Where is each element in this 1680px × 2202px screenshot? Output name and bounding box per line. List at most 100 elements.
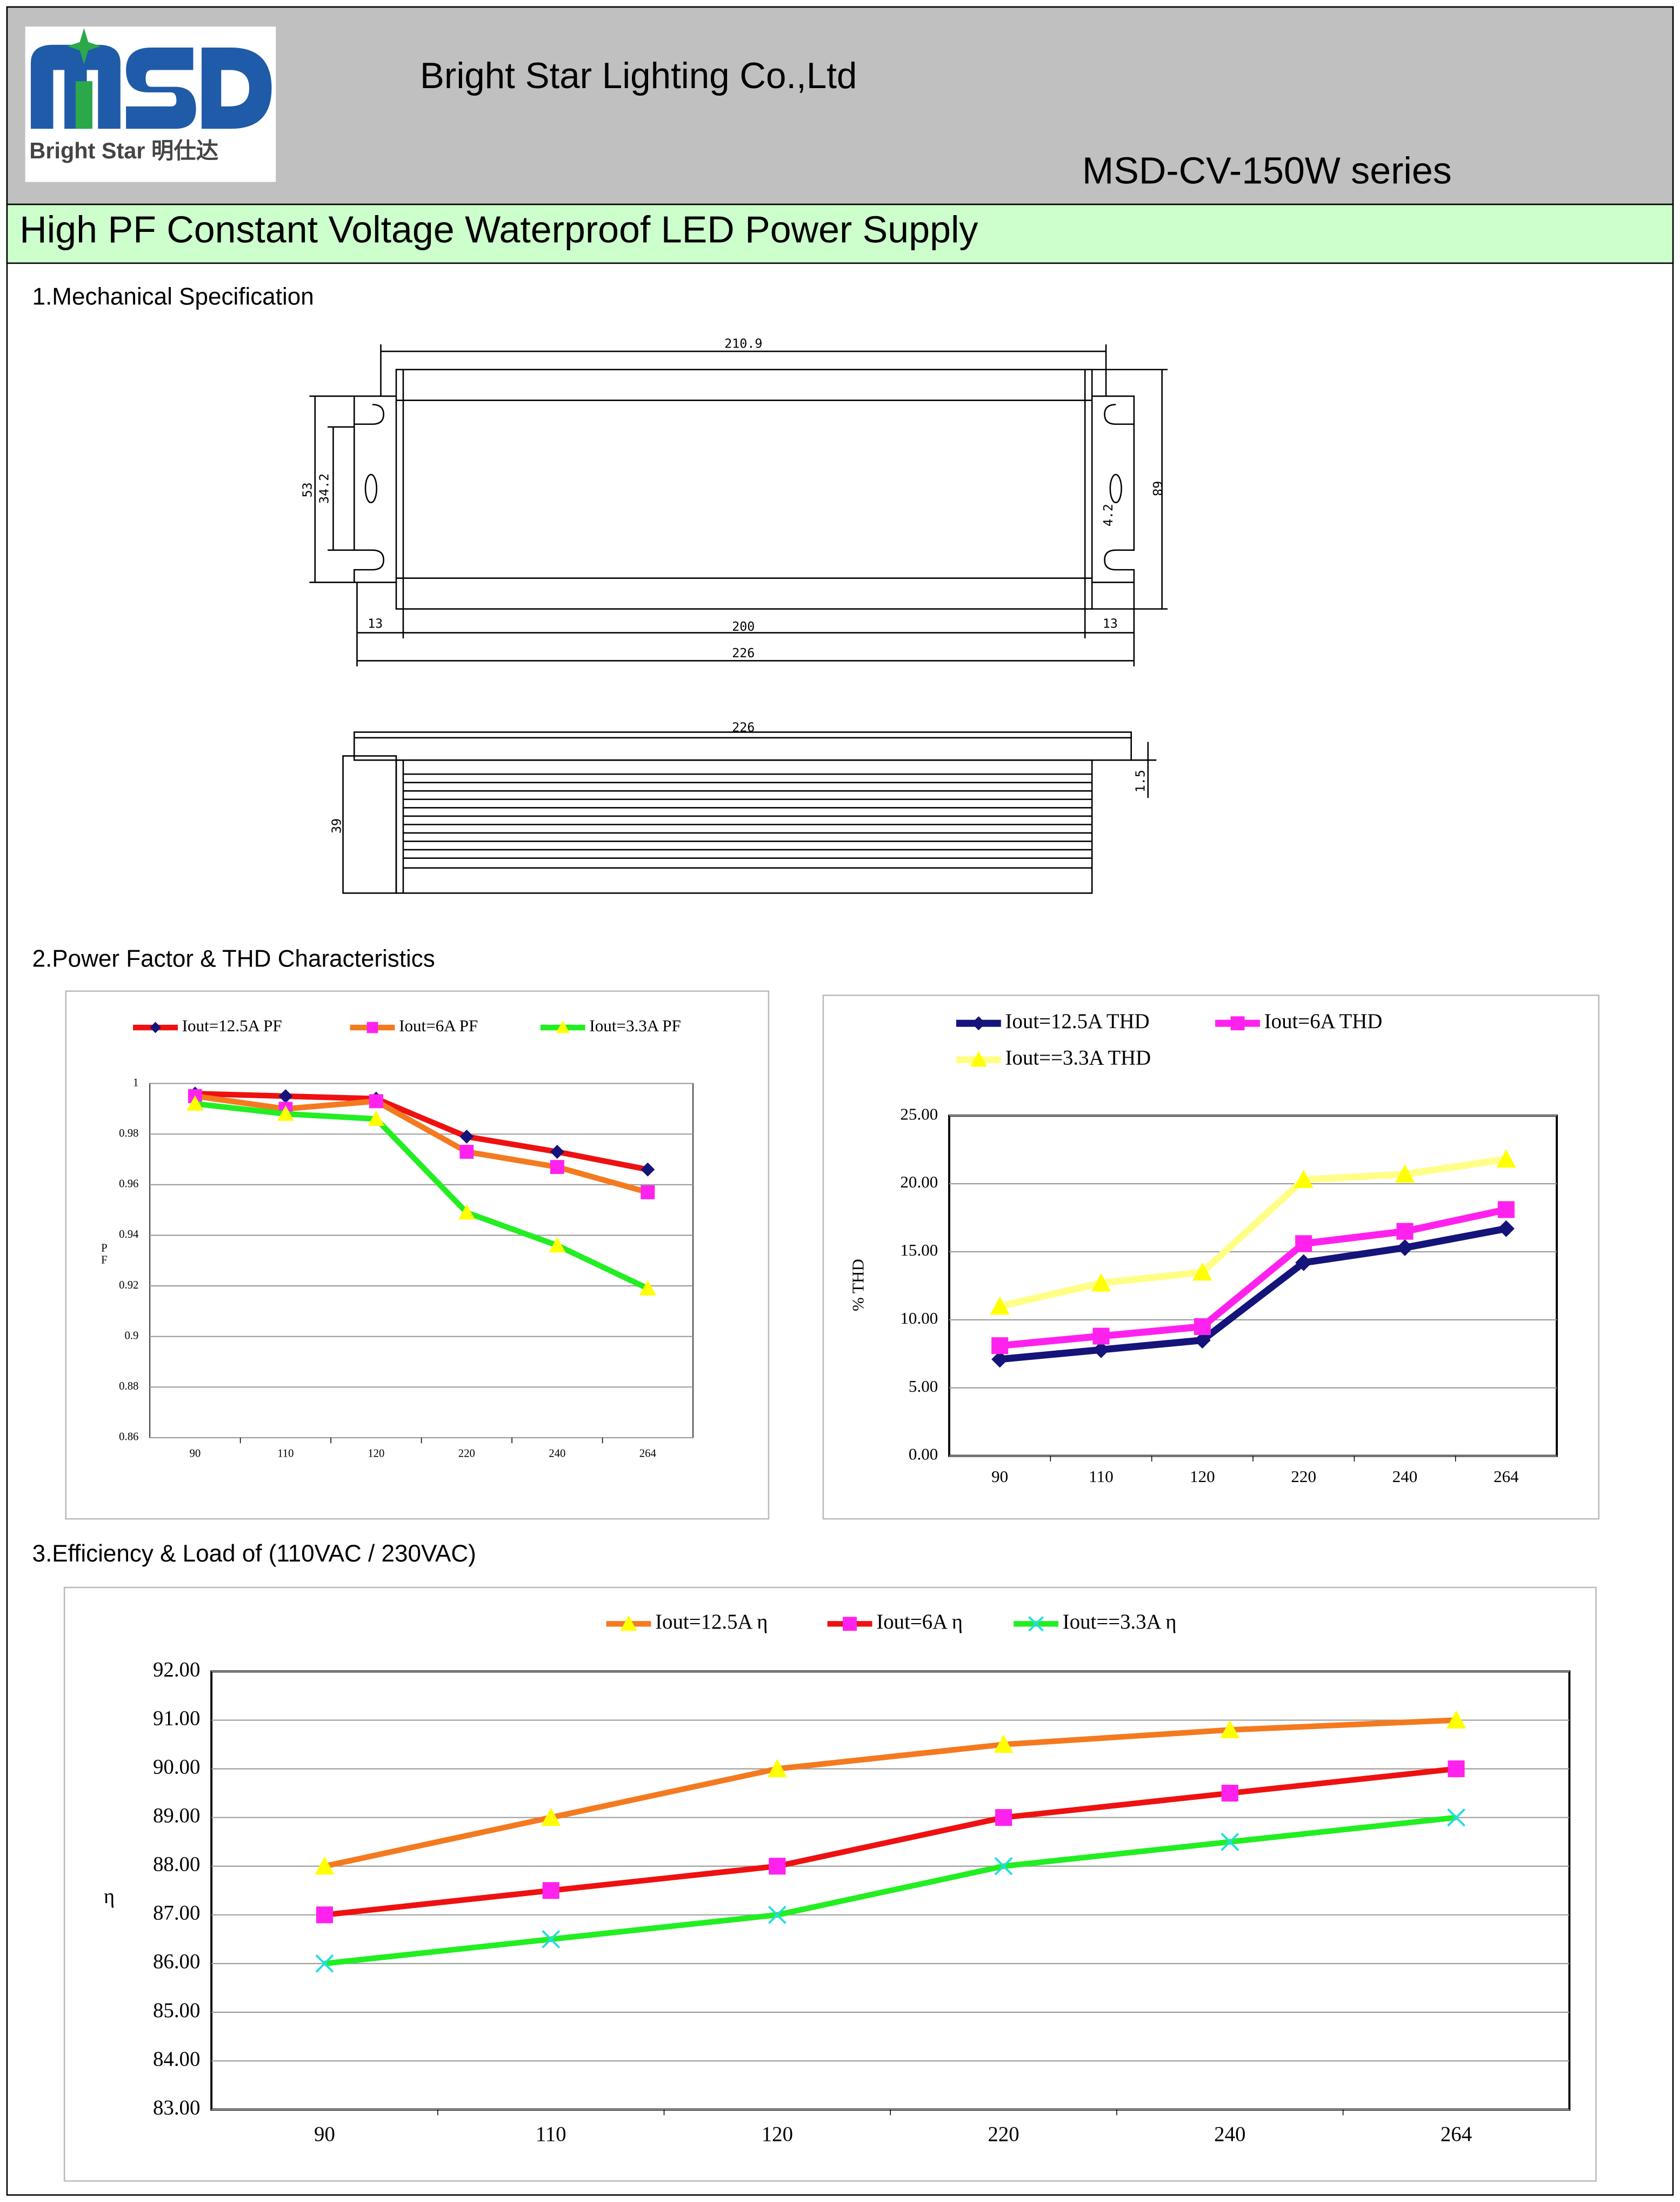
company-name: Bright Star Lighting Co.,Ltd [420,56,857,96]
marker [316,1906,334,1924]
marker [1220,1720,1240,1739]
marker [541,1807,561,1826]
marker [369,1094,383,1109]
dimension-label: 34.2 [317,473,331,504]
y-tick-label: 0.86 [119,1431,138,1443]
dimension-label: 53 [300,482,315,497]
series-line [999,1225,1507,1363]
legend-marker [150,1022,161,1033]
x-tick-label: 240 [549,1448,565,1460]
x-tick-label: 120 [762,2123,793,2146]
legend-marker [1028,1616,1044,1632]
marker [186,1095,204,1111]
x-tick-label: 90 [314,2123,335,2146]
legend-label: Iout=12.5A THD [1005,1010,1150,1033]
marker [1092,1341,1110,1358]
marker [769,1858,786,1875]
marker [767,1759,788,1778]
marker [991,1337,1009,1354]
series-line [999,1206,1507,1350]
y-axis-label: % THD [848,1259,867,1311]
marker [549,1237,566,1253]
x-tick-label: 110 [277,1448,294,1460]
y-tick-label: 90.00 [153,1755,200,1778]
marker [1395,1164,1415,1183]
marker [1091,1273,1111,1292]
dimension-label: 39 [330,818,344,833]
x-tick-label: 264 [639,1448,657,1460]
y-tick-label: 92.00 [153,1658,200,1681]
series-line [195,1093,649,1195]
marker [1221,1832,1239,1851]
marker [991,1351,1009,1368]
marker [995,1809,1012,1826]
x-tick-label: 120 [1190,1467,1215,1486]
x-tick-label: 110 [1089,1467,1113,1486]
legend-marker [1230,1016,1245,1031]
series-line [999,1156,1507,1310]
marker [1194,1318,1211,1335]
logo-text: Bright Star 明仕达 [29,138,218,163]
dimension-label: 200 [732,619,755,634]
y-axis-label: PF [98,1243,110,1266]
marker [1448,1760,1465,1778]
x-tick-label: 264 [1441,2123,1472,2146]
section-title: 2.Power Factor & THD Characteristics [32,945,435,972]
marker [315,1856,335,1875]
logo: Bright Star 明仕达 [25,26,276,182]
x-tick-label: 264 [1494,1467,1519,1486]
series-line [195,1100,649,1291]
x-tick-label: 110 [536,2123,566,2146]
x-tick-label: 220 [458,1448,475,1460]
y-tick-label: 88.00 [153,1853,200,1876]
marker [277,1105,294,1121]
section-title: 3.Efficiency & Load of (110VAC / 230VAC) [32,1540,476,1567]
header-band [6,6,1674,205]
marker [768,1905,786,1924]
legend-marker [620,1615,637,1631]
legend-label: Iout=6A PF [399,1016,478,1035]
marker [458,1204,475,1220]
y-tick-label: 87.00 [153,1901,200,1925]
x-tick-label: 220 [988,2123,1019,2146]
y-tick-label: 1 [133,1077,138,1089]
marker [1446,1710,1466,1729]
y-tick-label: 0.94 [119,1229,139,1240]
legend-label: Iout==3.3A η [1063,1610,1177,1633]
y-tick-label: 10.00 [900,1309,938,1327]
legend-label: Iout=12.5A PF [182,1016,282,1035]
y-tick-label: 5.00 [909,1377,938,1396]
dimension-label: 13 [1103,617,1118,631]
y-tick-label: 86.00 [153,1950,200,1973]
marker [1447,1808,1465,1827]
marker [994,1734,1014,1753]
y-axis-label: η [104,1885,115,1908]
marker [1396,1223,1414,1240]
dimension-label: 13 [368,617,383,631]
series-line [324,1766,1457,1918]
x-tick-label: 240 [1214,2123,1245,2146]
charts: 0.86 0.88 0.9 0.92 0.94 0.96 0.98 1 90 110 120 220 2… [98,1010,1571,2146]
legend-label: Iout=6A THD [1264,1010,1383,1033]
marker [1396,1239,1414,1256]
legend-marker [556,1020,570,1033]
y-tick-label: 0.88 [119,1380,138,1392]
marker [1221,1785,1238,1802]
marker [368,1110,385,1126]
legend-label: Iout=12.5A η [655,1610,768,1633]
y-tick-label: 25.00 [900,1104,938,1123]
dimension-label: 226 [732,646,755,660]
marker [1295,1235,1312,1252]
y-tick-label: 0.96 [119,1178,138,1190]
marker [1497,1201,1515,1218]
marker [1092,1327,1110,1345]
doc-title: High PF Constant Voltage Waterproof LED … [19,208,978,250]
series-line [195,1091,649,1172]
section-title: 1.Mechanical Specification [32,283,314,310]
marker [1496,1149,1516,1168]
marker [994,1857,1013,1876]
x-tick-label: 90 [991,1467,1008,1486]
legend-marker [970,1051,987,1067]
legend-marker [366,1022,378,1033]
y-tick-label: 89.00 [153,1804,200,1827]
